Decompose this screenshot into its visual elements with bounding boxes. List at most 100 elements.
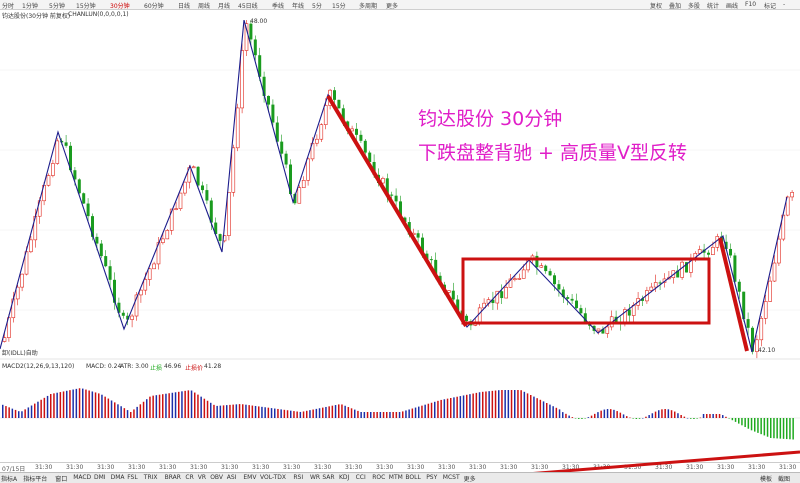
timeframe-tab[interactable]: 5分钟 bbox=[49, 3, 65, 10]
macd-bar bbox=[312, 409, 314, 418]
macd-bar bbox=[245, 404, 247, 418]
time-axis: 07/15日 31:30 31:30 31:30 31:30 31:30 31:30 31:3… bbox=[0, 462, 800, 473]
timeframe-tab[interactable]: 45日线 bbox=[238, 3, 258, 10]
indicator-tab[interactable]: SAR bbox=[322, 474, 335, 481]
indicator-tab[interactable]: BOLL bbox=[405, 474, 421, 481]
indicator-tab[interactable]: VR bbox=[197, 474, 207, 481]
candle bbox=[196, 166, 200, 189]
toolbar-right-item[interactable]: 标记 bbox=[764, 3, 777, 10]
timeframe-tab[interactable]: 季线 bbox=[272, 3, 285, 10]
timeframe-tab[interactable]: 5分 bbox=[312, 3, 322, 10]
macd-bar bbox=[674, 411, 676, 418]
macd-bar bbox=[392, 412, 394, 418]
indicator-tab[interactable]: RSI bbox=[293, 474, 304, 481]
timeframe-tab[interactable]: 30分钟 bbox=[110, 3, 130, 10]
candle bbox=[566, 295, 570, 306]
macd-histogram[interactable] bbox=[0, 372, 800, 460]
indicator-tab[interactable]: PSY bbox=[426, 474, 438, 481]
bottom-right-item[interactable]: 截图 bbox=[778, 476, 791, 483]
macd-bar bbox=[130, 412, 132, 418]
candle bbox=[561, 286, 565, 304]
time-tick: 31:30 bbox=[562, 464, 580, 471]
indicator-tab[interactable]: BRAR bbox=[164, 474, 181, 481]
timeframe-tab[interactable]: 15分钟 bbox=[76, 3, 96, 10]
timeframe-tab[interactable]: 分时 bbox=[2, 3, 15, 10]
indicator-tab[interactable]: DMA bbox=[110, 474, 125, 481]
annotation-title: 钧达股份 30分钟 bbox=[418, 108, 563, 130]
candle bbox=[596, 328, 601, 335]
indicator-tab[interactable]: TRIX bbox=[143, 474, 158, 481]
indicator-tab[interactable]: CR bbox=[185, 474, 194, 481]
candle bbox=[82, 192, 86, 204]
macd-bar bbox=[171, 392, 174, 418]
timeframe-tab[interactable]: 更多 bbox=[386, 3, 399, 10]
macd-bar bbox=[149, 396, 151, 418]
timeframe-tab[interactable]: 15分 bbox=[332, 3, 346, 10]
time-tick: 31:30 bbox=[655, 464, 673, 471]
timeframe-tab[interactable]: 日线 bbox=[178, 3, 191, 10]
macd-bar bbox=[261, 406, 263, 418]
toolbar-right-item[interactable]: 画线 bbox=[726, 3, 739, 10]
indicator-tab[interactable]: FSL bbox=[127, 474, 138, 481]
bottom-right-item[interactable]: 模板 bbox=[760, 476, 773, 483]
macd-bar bbox=[622, 414, 625, 418]
indicator-tab[interactable]: WR bbox=[310, 474, 321, 481]
indicator-tab[interactable]: CCI bbox=[355, 474, 366, 481]
macd-bar bbox=[152, 395, 154, 418]
toolbar-right-item[interactable]: F10 bbox=[745, 1, 757, 8]
macd-bar bbox=[491, 390, 494, 418]
macd-bar bbox=[72, 389, 74, 418]
indicator-tab[interactable]: MCST bbox=[442, 474, 460, 481]
toolbar-right-item[interactable]: 复权 bbox=[650, 3, 663, 10]
macd-bar bbox=[766, 418, 769, 437]
toolbar-right-item[interactable]: - bbox=[783, 1, 786, 8]
macd-bar bbox=[744, 418, 746, 428]
timeframe-tab[interactable]: 1分钟 bbox=[22, 3, 38, 10]
indicator-tab[interactable]: MACD bbox=[73, 474, 92, 481]
macd-bar bbox=[344, 405, 346, 418]
indicator-tab[interactable]: VOL-TDX bbox=[260, 474, 286, 481]
macd-bar bbox=[722, 415, 724, 418]
macd-bar bbox=[280, 409, 282, 418]
macd-bar bbox=[347, 407, 350, 418]
macd-bar bbox=[338, 404, 340, 418]
timeframe-tab[interactable]: 周线 bbox=[198, 3, 211, 10]
toolbar-right-item[interactable]: 叠加 bbox=[669, 3, 682, 10]
macd-bar bbox=[254, 405, 257, 418]
timeframe-tab[interactable]: 月线 bbox=[218, 3, 231, 10]
time-tick: 31:30 bbox=[221, 464, 239, 471]
indicator-tab[interactable]: 指标平台 bbox=[23, 476, 48, 483]
candlestick-chart[interactable] bbox=[0, 20, 800, 360]
timeframe-tab[interactable]: 年线 bbox=[292, 3, 305, 10]
macd-bar bbox=[62, 391, 65, 418]
macd-bar bbox=[110, 400, 113, 418]
stock-label: 钧达股份(30分钟 前复权) bbox=[2, 13, 71, 20]
macd-bar bbox=[216, 405, 218, 418]
indicator-tab[interactable]: MTM bbox=[388, 474, 403, 481]
macd-bar bbox=[302, 411, 305, 418]
candle bbox=[517, 273, 522, 280]
indicator-tab[interactable]: KDJ bbox=[339, 474, 350, 481]
toolbar-right-item[interactable]: 统计 bbox=[707, 3, 720, 10]
indicator-tab[interactable]: ROC bbox=[372, 474, 386, 481]
candle bbox=[768, 276, 772, 302]
macd-bar bbox=[258, 406, 260, 418]
indicator-tab[interactable]: EMV bbox=[243, 474, 257, 481]
macd-bar bbox=[210, 402, 212, 418]
macd-bar bbox=[363, 412, 366, 418]
indicator-tab[interactable]: ASI bbox=[226, 474, 237, 481]
indicator-tab[interactable]: OBV bbox=[210, 474, 223, 481]
candle bbox=[337, 99, 341, 109]
timeframe-tab[interactable]: 60分钟 bbox=[144, 3, 164, 10]
candle bbox=[139, 289, 143, 303]
indicator-tab[interactable]: 窗口 bbox=[55, 476, 68, 483]
indicator-tab[interactable]: 更多 bbox=[463, 476, 476, 483]
candle bbox=[249, 20, 253, 47]
toolbar-right-item[interactable]: 多股 bbox=[688, 3, 701, 10]
high-price-label: 48.00 bbox=[250, 18, 268, 25]
candle bbox=[244, 20, 249, 56]
timeframe-tab[interactable]: 多周期 bbox=[359, 3, 378, 10]
macd-bar bbox=[75, 388, 78, 418]
indicator-tab[interactable]: 指标A bbox=[1, 476, 18, 483]
indicator-tab[interactable]: DMI bbox=[94, 474, 106, 481]
